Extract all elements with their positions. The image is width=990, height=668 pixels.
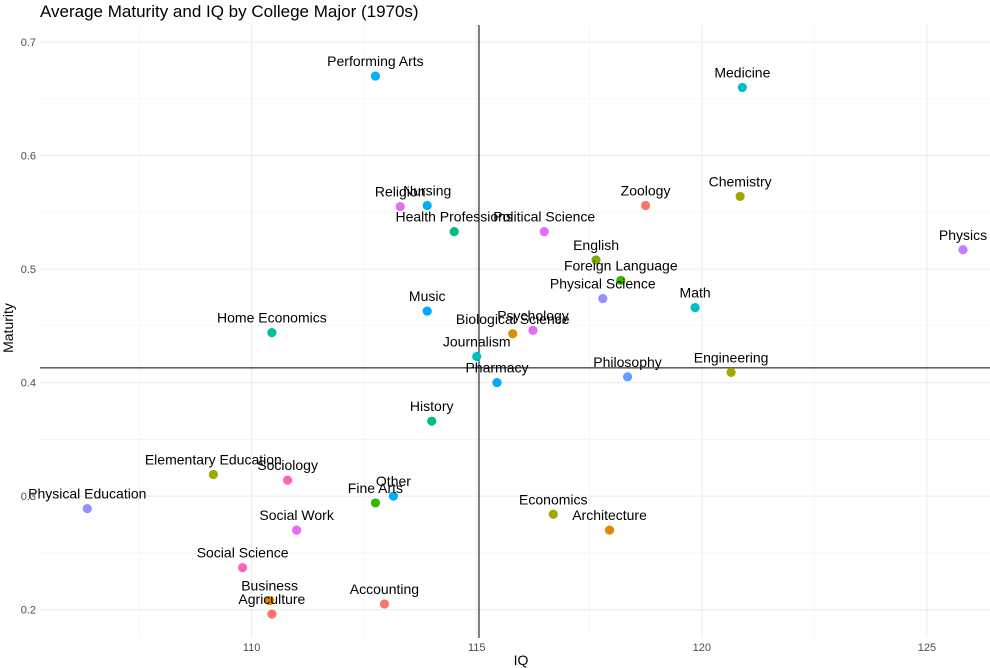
y-tick-label: 0.7 (21, 37, 36, 49)
data-point (370, 498, 381, 508)
point-label: Accounting (350, 581, 419, 597)
data-point (726, 367, 736, 377)
data-point (388, 491, 399, 501)
point-label: Sociology (257, 457, 318, 473)
data-point (395, 202, 405, 212)
point-label: Psychology (497, 307, 569, 323)
data-point (539, 227, 549, 237)
point-label: Business (241, 578, 298, 594)
data-point (292, 525, 302, 535)
point-label: Social Work (259, 507, 334, 523)
data-point (640, 200, 651, 211)
data-point (267, 328, 277, 338)
data-point (370, 71, 381, 81)
point-label: Agriculture (238, 591, 305, 607)
data-point (604, 525, 615, 535)
point-label: Math (680, 285, 711, 301)
point-label: Religion (375, 184, 426, 200)
x-tick-label: 115 (468, 642, 486, 654)
y-tick-label: 0.3 (21, 491, 36, 503)
data-point (82, 503, 92, 514)
point-label: Philosophy (593, 354, 662, 370)
point-label: English (573, 237, 619, 253)
point-label: History (410, 398, 454, 414)
point-label: Home Economics (217, 310, 327, 326)
point-label: Architecture (572, 507, 647, 523)
point-label: Foreign Language (564, 257, 678, 273)
data-point (427, 416, 437, 426)
data-point (238, 563, 248, 573)
point-label: Fine Arts (348, 480, 403, 496)
point-label: Zoology (621, 182, 671, 198)
data-point (208, 469, 218, 480)
data-point (422, 200, 432, 211)
data-point (548, 509, 558, 519)
data-point (958, 245, 968, 255)
x-tick-label: 110 (243, 642, 261, 654)
y-tick-label: 0.5 (21, 264, 36, 276)
x-tick-label: 120 (693, 642, 711, 654)
data-point (379, 599, 390, 609)
data-point (528, 325, 538, 335)
point-label: Physical Education (28, 486, 146, 502)
point-label: Journalism (443, 333, 511, 349)
point-label: Performing Arts (327, 53, 423, 69)
point-label: Biological Science (456, 311, 570, 327)
point-label: Health Professions (395, 209, 513, 225)
point-label: Social Science (197, 545, 289, 561)
point-label: Music (409, 288, 446, 304)
point-label: Physics (939, 227, 987, 243)
data-point (616, 275, 626, 286)
data-point (267, 609, 277, 619)
data-point (735, 191, 745, 202)
data-point (508, 329, 518, 339)
point-label: Nursing (403, 182, 451, 198)
data-point (472, 351, 482, 362)
point-label: Physical Science (550, 276, 656, 292)
x-axis-title: IQ (514, 652, 529, 668)
point-label: Economics (519, 491, 587, 507)
chart-title: Average Maturity and IQ by College Major… (40, 2, 419, 21)
y-tick-label: 0.2 (21, 605, 36, 617)
data-point (422, 306, 432, 316)
data-point (598, 293, 608, 304)
data-point (265, 595, 275, 606)
data-point (737, 82, 747, 93)
y-tick-label: 0.4 (21, 378, 36, 390)
data-points (82, 71, 968, 619)
point-label: Pharmacy (465, 360, 528, 376)
point-label: Chemistry (709, 173, 772, 189)
grid (40, 25, 990, 638)
data-point (283, 475, 293, 485)
x-tick-label: 125 (918, 642, 936, 654)
data-point (492, 377, 502, 388)
point-label: Other (376, 473, 411, 489)
data-point (591, 255, 601, 265)
data-point (622, 372, 633, 382)
data-point (449, 227, 459, 237)
point-label: Medicine (714, 64, 770, 80)
point-label: Engineering (694, 349, 769, 365)
point-label: Elementary Education (145, 452, 282, 468)
y-tick-label: 0.6 (21, 151, 36, 163)
reference-lines (40, 25, 990, 638)
point-label: Political Science (493, 209, 595, 225)
y-axis-title: Maturity (0, 303, 16, 353)
data-point (690, 303, 700, 313)
axis-ticks: 110 115 120 125 0.2 0.3 0.4 0.5 0.6 0.7 (21, 37, 936, 654)
